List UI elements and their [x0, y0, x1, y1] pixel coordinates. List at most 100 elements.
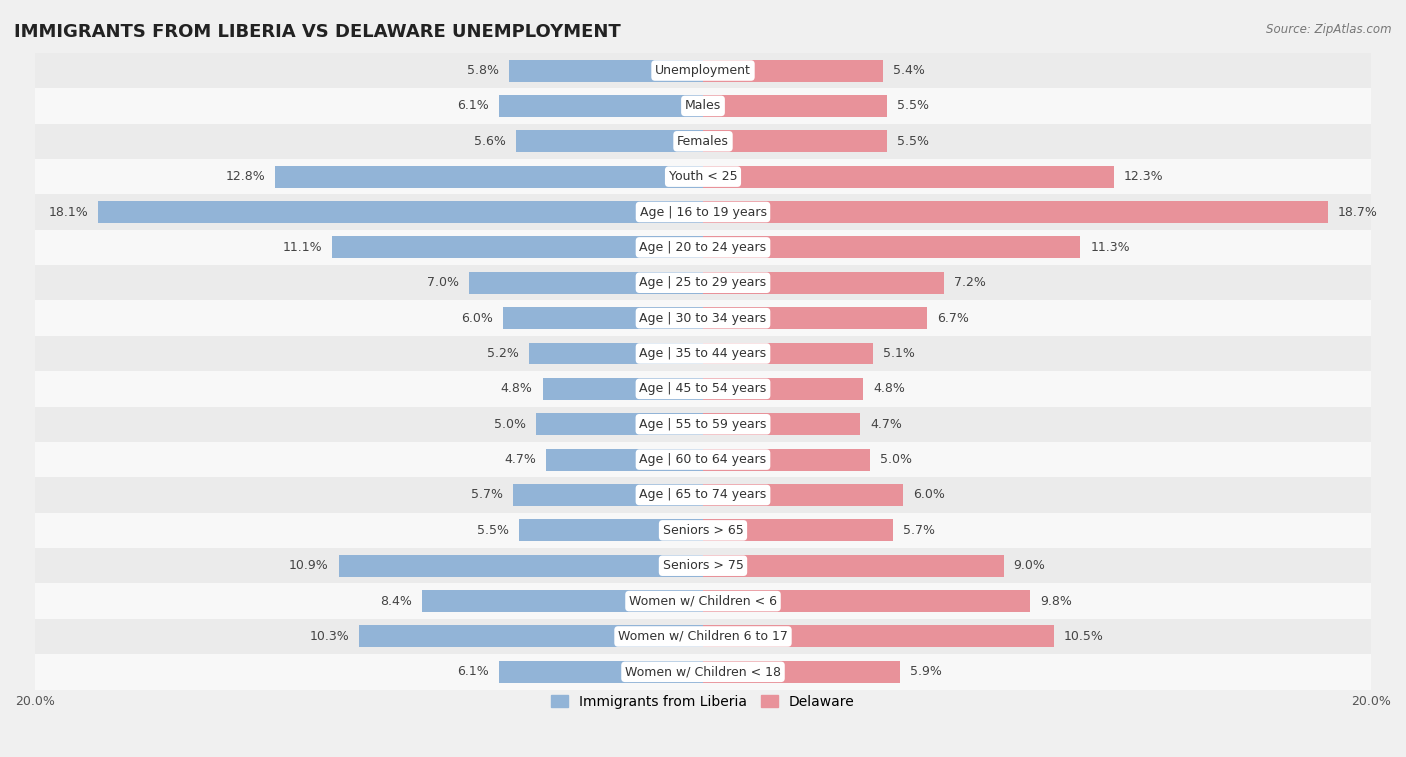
Bar	[546, 449, 703, 471]
Bar	[35, 548, 1371, 584]
Text: 5.2%: 5.2%	[488, 347, 519, 360]
Text: 5.0%: 5.0%	[494, 418, 526, 431]
Bar	[703, 378, 863, 400]
Bar	[509, 60, 703, 82]
Bar	[516, 130, 703, 152]
Bar	[703, 95, 887, 117]
Bar	[35, 123, 1371, 159]
Text: Age | 30 to 34 years: Age | 30 to 34 years	[640, 312, 766, 325]
Text: 5.8%: 5.8%	[467, 64, 499, 77]
Bar	[703, 625, 1053, 647]
Text: 5.6%: 5.6%	[474, 135, 506, 148]
Text: 5.5%: 5.5%	[897, 99, 929, 112]
Text: 4.8%: 4.8%	[873, 382, 905, 395]
Text: 11.3%: 11.3%	[1091, 241, 1130, 254]
Text: 7.0%: 7.0%	[427, 276, 460, 289]
Bar	[703, 519, 893, 541]
Legend: Immigrants from Liberia, Delaware: Immigrants from Liberia, Delaware	[546, 690, 860, 715]
Text: 18.1%: 18.1%	[49, 205, 89, 219]
Bar	[35, 195, 1371, 229]
Text: Males: Males	[685, 99, 721, 112]
Bar	[529, 342, 703, 364]
Bar	[502, 307, 703, 329]
Bar	[703, 661, 900, 683]
Bar	[703, 484, 904, 506]
Text: 7.2%: 7.2%	[953, 276, 986, 289]
Text: 6.0%: 6.0%	[914, 488, 945, 501]
Text: Age | 35 to 44 years: Age | 35 to 44 years	[640, 347, 766, 360]
Bar	[35, 301, 1371, 336]
Bar	[499, 661, 703, 683]
Text: 10.5%: 10.5%	[1064, 630, 1104, 643]
Text: 4.8%: 4.8%	[501, 382, 533, 395]
Bar	[35, 407, 1371, 442]
Bar	[339, 555, 703, 577]
Text: 5.5%: 5.5%	[477, 524, 509, 537]
Bar	[35, 512, 1371, 548]
Bar	[35, 336, 1371, 371]
Bar	[98, 201, 703, 223]
Bar	[276, 166, 703, 188]
Bar	[536, 413, 703, 435]
Bar	[422, 590, 703, 612]
Bar	[35, 89, 1371, 123]
Text: Women w/ Children 6 to 17: Women w/ Children 6 to 17	[619, 630, 787, 643]
Text: IMMIGRANTS FROM LIBERIA VS DELAWARE UNEMPLOYMENT: IMMIGRANTS FROM LIBERIA VS DELAWARE UNEM…	[14, 23, 621, 41]
Text: 12.8%: 12.8%	[226, 170, 266, 183]
Text: 11.1%: 11.1%	[283, 241, 322, 254]
Text: 5.7%: 5.7%	[904, 524, 935, 537]
Text: Age | 45 to 54 years: Age | 45 to 54 years	[640, 382, 766, 395]
Text: 8.4%: 8.4%	[381, 594, 412, 608]
Text: 10.3%: 10.3%	[309, 630, 349, 643]
Bar	[35, 618, 1371, 654]
Bar	[35, 478, 1371, 512]
Text: Age | 55 to 59 years: Age | 55 to 59 years	[640, 418, 766, 431]
Text: 4.7%: 4.7%	[870, 418, 901, 431]
Bar	[703, 60, 883, 82]
Text: Age | 60 to 64 years: Age | 60 to 64 years	[640, 453, 766, 466]
Text: Age | 16 to 19 years: Age | 16 to 19 years	[640, 205, 766, 219]
Text: 5.4%: 5.4%	[893, 64, 925, 77]
Bar	[703, 130, 887, 152]
Bar	[359, 625, 703, 647]
Text: 6.1%: 6.1%	[457, 665, 489, 678]
Bar	[703, 272, 943, 294]
Bar	[703, 307, 927, 329]
Text: 5.1%: 5.1%	[883, 347, 915, 360]
Bar	[703, 449, 870, 471]
Text: 5.9%: 5.9%	[910, 665, 942, 678]
Bar	[703, 201, 1327, 223]
Bar	[703, 555, 1004, 577]
Text: Unemployment: Unemployment	[655, 64, 751, 77]
Bar	[332, 236, 703, 258]
Text: Seniors > 75: Seniors > 75	[662, 559, 744, 572]
Bar	[513, 484, 703, 506]
Text: 6.7%: 6.7%	[936, 312, 969, 325]
Text: 4.7%: 4.7%	[505, 453, 536, 466]
Text: 12.3%: 12.3%	[1123, 170, 1164, 183]
Bar	[703, 413, 860, 435]
Text: Youth < 25: Youth < 25	[669, 170, 737, 183]
Bar	[35, 265, 1371, 301]
Text: 6.0%: 6.0%	[461, 312, 492, 325]
Text: 9.8%: 9.8%	[1040, 594, 1073, 608]
Text: Age | 20 to 24 years: Age | 20 to 24 years	[640, 241, 766, 254]
Text: Age | 25 to 29 years: Age | 25 to 29 years	[640, 276, 766, 289]
Bar	[35, 442, 1371, 478]
Bar	[35, 159, 1371, 195]
Text: 5.0%: 5.0%	[880, 453, 912, 466]
Bar	[35, 654, 1371, 690]
Bar	[35, 371, 1371, 407]
Bar	[703, 342, 873, 364]
Text: Females: Females	[678, 135, 728, 148]
Text: 6.1%: 6.1%	[457, 99, 489, 112]
Text: 9.0%: 9.0%	[1014, 559, 1046, 572]
Bar	[35, 229, 1371, 265]
Text: 5.5%: 5.5%	[897, 135, 929, 148]
Text: 18.7%: 18.7%	[1337, 205, 1378, 219]
Text: Seniors > 65: Seniors > 65	[662, 524, 744, 537]
Text: Age | 65 to 74 years: Age | 65 to 74 years	[640, 488, 766, 501]
Text: 5.7%: 5.7%	[471, 488, 502, 501]
Text: Women w/ Children < 18: Women w/ Children < 18	[626, 665, 780, 678]
Bar	[519, 519, 703, 541]
